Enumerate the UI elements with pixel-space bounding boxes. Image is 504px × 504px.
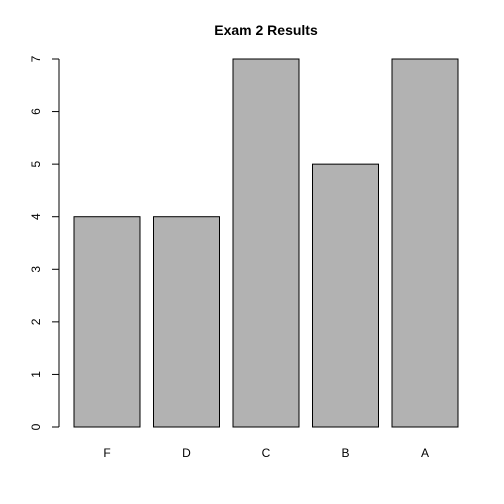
x-tick-label-d: D: [182, 446, 191, 460]
y-tick-label-6: 6: [29, 108, 43, 115]
chart-title: Exam 2 Results: [214, 22, 318, 38]
x-tick-label-c: C: [262, 446, 271, 460]
bar-c: [232, 58, 300, 428]
y-tick-label-1: 1: [29, 371, 43, 378]
y-tick-label-5: 5: [29, 160, 43, 167]
y-tick-label-7: 7: [29, 55, 43, 62]
y-tick-label-4: 4: [29, 213, 43, 220]
bar-f: [73, 216, 141, 428]
bars-layer: [73, 58, 459, 428]
bar-a: [391, 58, 459, 428]
y-tick-label-0: 0: [29, 423, 43, 430]
bar-b: [312, 163, 379, 428]
y-axis: 0 1 2 3 4 5 6 7: [29, 55, 60, 430]
y-tick-label-3: 3: [29, 266, 43, 273]
y-tick-label-2: 2: [29, 318, 43, 325]
x-tick-label-f: F: [103, 446, 110, 460]
x-tick-label-a: A: [421, 446, 429, 460]
x-tick-label-b: B: [341, 446, 349, 460]
bar-d: [153, 216, 220, 428]
